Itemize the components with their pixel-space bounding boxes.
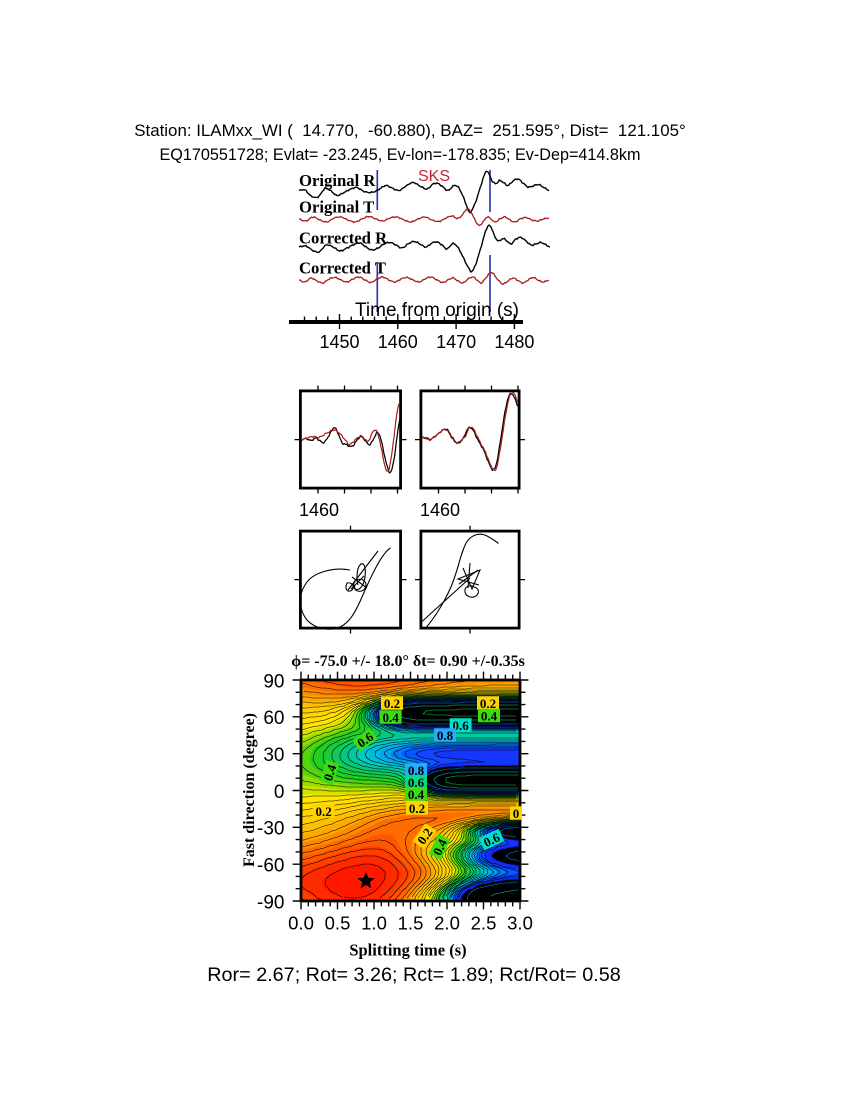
- svg-text:1480: 1480: [494, 332, 534, 352]
- svg-text:30: 30: [263, 745, 284, 766]
- svg-text:Ror= 2.67; Rot= 3.26; Rct= 1.8: Ror= 2.67; Rot= 3.26; Rct= 1.89; Rct/Rot…: [207, 964, 620, 986]
- svg-text:0.0: 0.0: [288, 912, 314, 933]
- svg-text:0.2: 0.2: [384, 696, 400, 711]
- svg-text:0.4: 0.4: [408, 787, 425, 802]
- svg-text:0.2: 0.2: [480, 696, 496, 711]
- svg-text:0.8: 0.8: [437, 728, 454, 743]
- svg-text:0.6: 0.6: [408, 775, 425, 790]
- svg-text:0.6: 0.6: [452, 718, 469, 733]
- svg-text:1460: 1460: [420, 500, 460, 520]
- svg-text:0.6: 0.6: [481, 829, 503, 850]
- svg-text:Corrected T: Corrected T: [299, 259, 386, 278]
- svg-text:0: 0: [513, 806, 520, 821]
- svg-text:1450: 1450: [319, 332, 359, 352]
- svg-text:Original R: Original R: [299, 171, 376, 190]
- svg-text:2.0: 2.0: [434, 912, 460, 933]
- svg-text:0.4: 0.4: [481, 708, 498, 723]
- svg-text:2.5: 2.5: [471, 912, 497, 933]
- svg-text:0.8: 0.8: [408, 763, 425, 778]
- svg-text:Fast direction (degree): Fast direction (degree): [241, 713, 258, 867]
- svg-text:Station: ILAMxx_WI ( 14.770,: Station: ILAMxx_WI ( 14.770, -60.880), B…: [134, 121, 686, 140]
- svg-text:3.0: 3.0: [507, 912, 533, 933]
- svg-text:ϕ= -75.0 +/- 18.0° δt= 0.90 +/: ϕ= -75.0 +/- 18.0° δt= 0.90 +/-0.35s: [291, 653, 525, 670]
- svg-text:0.4: 0.4: [382, 710, 399, 725]
- svg-text:1.0: 1.0: [361, 912, 387, 933]
- svg-text:90: 90: [263, 671, 284, 692]
- svg-text:Splitting time (s): Splitting time (s): [349, 941, 466, 960]
- svg-text:-90: -90: [257, 892, 284, 913]
- svg-text:Original T: Original T: [299, 198, 374, 217]
- svg-text:0.4: 0.4: [320, 762, 339, 783]
- svg-text:0.4: 0.4: [430, 836, 451, 858]
- svg-text:-60: -60: [257, 856, 284, 877]
- svg-text:1.5: 1.5: [398, 912, 424, 933]
- svg-text:-30: -30: [257, 819, 284, 840]
- svg-text:60: 60: [263, 708, 284, 729]
- svg-text:SKS: SKS: [418, 168, 450, 185]
- svg-text:Time from origin (s): Time from origin (s): [355, 300, 519, 321]
- svg-text:EQ170551728; Evlat= -23.245, E: EQ170551728; Evlat= -23.245, Ev-lon=-178…: [160, 146, 641, 164]
- svg-text:1460: 1460: [378, 332, 418, 352]
- svg-text:1460: 1460: [299, 500, 339, 520]
- svg-text:0.5: 0.5: [325, 912, 351, 933]
- svg-text:0.2: 0.2: [315, 804, 331, 819]
- svg-text:1470: 1470: [436, 332, 476, 352]
- svg-text:Corrected R: Corrected R: [299, 229, 388, 248]
- svg-text:0.2: 0.2: [409, 801, 425, 816]
- svg-text:0: 0: [274, 782, 285, 803]
